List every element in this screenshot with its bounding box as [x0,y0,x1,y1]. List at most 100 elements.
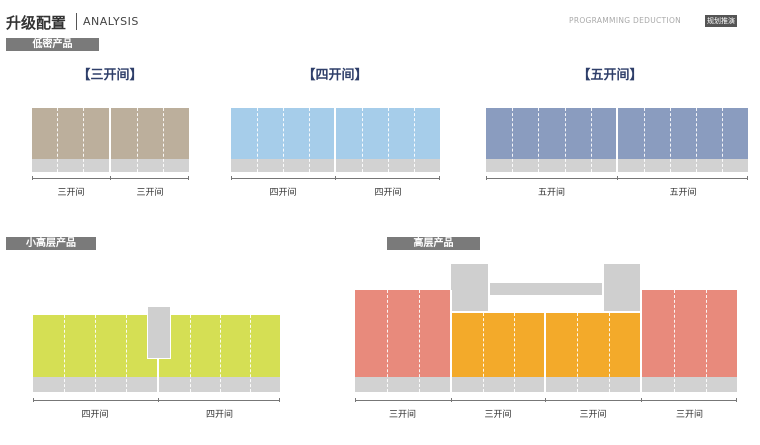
group-title-four-bay: 【四开间】 [302,68,368,83]
unit-separator [334,108,336,172]
high-rise-base [546,377,640,392]
section-label-low-density: 低密产品 [6,38,99,51]
bay-divider [283,108,284,172]
five-bay-block-right [618,108,748,159]
unit-label: 三开间 [579,410,607,420]
core-block-right [604,264,640,311]
unit-label: 三开间 [57,188,85,198]
five-bay-base-right [618,159,748,172]
dimension-tick [158,398,159,402]
unit-label: 四开间 [81,410,109,420]
corridor-block [490,283,602,295]
dimension-line [355,400,737,401]
core-stair-block [147,306,171,359]
bay-divider [95,315,96,392]
dimension-tick [110,176,111,180]
small-high-base-right [159,377,280,392]
high-rise-base [355,377,450,392]
bay-divider [565,108,566,172]
high-rise-base [642,377,737,392]
high-rise-inner-block-right [546,313,640,377]
dimension-tick [486,176,487,180]
unit-label: 三开间 [484,410,512,420]
unit-separator [109,108,111,172]
bay-divider [670,108,671,172]
bay-divider [362,108,363,172]
three-bay-block-right [111,108,189,159]
unit-label: 三开间 [136,188,164,198]
page-subtitle: ANALYSIS [83,15,139,28]
dimension-tick [231,176,232,180]
high-rise-base [452,377,544,392]
dimension-tick [355,398,356,402]
bay-divider [514,313,515,392]
unit-label: 四开间 [374,188,402,198]
dimension-tick [641,398,642,402]
bay-divider [137,108,138,172]
unit-separator [616,108,618,172]
bay-divider [83,108,84,172]
bay-divider [696,108,697,172]
dimension-tick [747,176,748,180]
bay-divider [591,108,592,172]
bay-divider [387,290,388,392]
bay-divider [538,108,539,172]
dimension-tick [439,176,440,180]
bay-divider [220,315,221,392]
small-high-block-right [159,315,280,377]
three-bay-block-left [32,108,110,159]
dimension-line [33,400,280,401]
dimension-tick [335,176,336,180]
high-rise-inner-block-left [452,313,544,377]
title-divider [76,13,77,30]
section-label-small-high-rise: 小高层产品 [6,237,96,250]
unit-separator [640,290,642,392]
dimension-tick [32,176,33,180]
bay-divider [250,315,251,392]
page-title: 升级配置 [6,14,67,32]
bay-divider [126,315,127,392]
unit-label: 四开间 [269,188,297,198]
bay-divider [512,108,513,172]
bay-divider [419,290,420,392]
dimension-tick [188,176,189,180]
three-bay-base-left [32,159,110,172]
dimension-tick [736,398,737,402]
unit-label: 三开间 [675,410,703,420]
unit-label: 五开间 [537,188,565,198]
header-english-caption: PROGRAMMING DEDUCTION [569,16,682,25]
dimension-tick [451,398,452,402]
bay-divider [190,315,191,392]
high-rise-outer-block-right [642,290,737,377]
five-bay-block-left [486,108,617,159]
header-tag: 规划推演 [705,15,737,27]
bay-divider [674,290,675,392]
unit-label: 四开间 [205,410,233,420]
bay-divider [706,290,707,392]
core-block-left [451,264,488,311]
unit-separator [544,313,546,392]
five-bay-base-left [486,159,617,172]
bay-divider [722,108,723,172]
unit-label: 三开间 [388,410,416,420]
dimension-tick [545,398,546,402]
dimension-tick [33,398,34,402]
group-title-five-bay: 【五开间】 [577,68,643,83]
unit-label: 五开间 [669,188,697,198]
bay-divider [609,313,610,392]
section-label-high-rise: 高层产品 [387,237,480,250]
bay-divider [414,108,415,172]
bay-divider [577,313,578,392]
unit-separator [450,290,452,392]
bay-divider [163,108,164,172]
group-title-three-bay: 【三开间】 [77,68,143,83]
bay-divider [644,108,645,172]
high-rise-outer-block-left [355,290,450,377]
dimension-tick [279,398,280,402]
bay-divider [64,315,65,392]
bay-divider [257,108,258,172]
bay-divider [388,108,389,172]
bay-divider [309,108,310,172]
bay-divider [57,108,58,172]
dimension-tick [617,176,618,180]
